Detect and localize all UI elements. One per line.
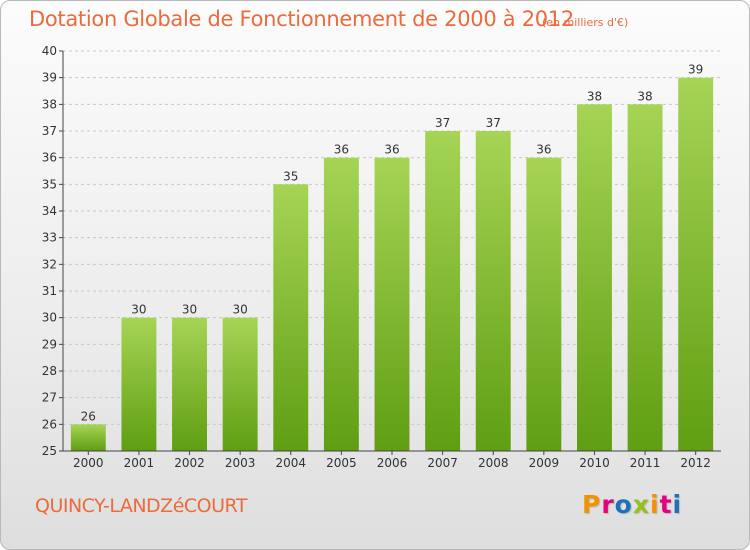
y-tick-label: 28 [42, 364, 57, 378]
y-tick-label: 27 [42, 391, 57, 405]
data-label: 36 [334, 143, 349, 157]
x-tick-label: 2011 [630, 456, 661, 470]
x-tick-label: 2000 [73, 456, 104, 470]
bar-2009 [526, 157, 562, 451]
data-label: 30 [131, 303, 146, 317]
logo-letter: i [672, 490, 683, 519]
bar-2007 [425, 131, 461, 451]
x-tick-label: 2010 [579, 456, 610, 470]
data-label: 39 [688, 63, 703, 77]
bar-2011 [627, 104, 663, 451]
data-labels: 26 30 30 30 35 36 36 37 37 36 38 38 39 [81, 63, 704, 424]
bar-2010 [576, 104, 612, 451]
y-tick-label: 29 [42, 337, 57, 351]
x-tick-label: 2001 [124, 456, 155, 470]
x-tick-label: 2004 [275, 456, 306, 470]
bar-2001 [121, 317, 157, 451]
chart-unit-note: (en milliers d'€) [542, 16, 629, 29]
bar-2006 [374, 157, 410, 451]
data-label: 36 [536, 143, 551, 157]
x-tick-label: 2002 [174, 456, 205, 470]
data-label: 26 [81, 409, 96, 423]
bar-2012 [678, 77, 714, 452]
logo-letter: t [659, 490, 673, 519]
y-tick-label: 30 [42, 311, 57, 325]
logo-letter: r [601, 490, 615, 519]
x-tick-label: 2007 [427, 456, 458, 470]
logo-letter: i [650, 490, 660, 519]
x-tick-labels: 2000 2001 2002 2003 2004 2005 2006 2007 2008 2009… [73, 456, 711, 470]
y-tick-label: 36 [42, 151, 57, 165]
logo-letter: P [582, 490, 602, 519]
x-tick-label: 2012 [680, 456, 711, 470]
x-tick-label: 2008 [478, 456, 509, 470]
data-label: 38 [637, 89, 652, 103]
y-tick-label: 39 [42, 71, 57, 85]
data-label: 30 [233, 303, 248, 317]
y-tick-label: 34 [42, 204, 57, 218]
bar-2003 [222, 317, 258, 451]
axes [59, 50, 721, 455]
x-tick-label: 2005 [326, 456, 357, 470]
bar-2004 [273, 184, 309, 452]
x-tick-label: 2009 [529, 456, 560, 470]
y-tick-label: 35 [42, 177, 57, 191]
y-tick-label: 40 [42, 44, 57, 58]
data-label: 37 [435, 116, 450, 130]
bar-2002 [172, 317, 208, 451]
y-tick-label: 33 [42, 231, 57, 245]
proxiti-logo[interactable]: Proxiti [582, 490, 682, 519]
x-tick-label: 2003 [225, 456, 256, 470]
bar-2005 [323, 157, 359, 451]
y-tick-label: 31 [42, 284, 57, 298]
y-tick-label: 26 [42, 417, 57, 431]
logo-letter: o [614, 490, 633, 519]
chart-title: Dotation Globale de Fonctionnement de 20… [29, 7, 574, 31]
y-tick-label: 25 [42, 444, 57, 458]
bar-2008 [475, 131, 511, 451]
y-tick-label: 38 [42, 97, 57, 111]
bar-2000 [70, 424, 106, 451]
y-tick-label: 37 [42, 124, 57, 138]
data-label: 35 [283, 169, 298, 183]
data-label: 30 [182, 303, 197, 317]
x-tick-label: 2006 [377, 456, 408, 470]
logo-letter: x [632, 490, 650, 519]
data-label: 36 [384, 143, 399, 157]
data-label: 38 [587, 89, 602, 103]
y-tick-labels: 25 26 27 28 29 30 31 32 33 34 35 36 37 38 39 40 [42, 44, 57, 458]
commune-name: QUINCY-LANDZéCOURT [35, 495, 247, 517]
y-tick-label: 32 [42, 257, 57, 271]
bars [70, 77, 714, 452]
data-label: 37 [486, 116, 501, 130]
